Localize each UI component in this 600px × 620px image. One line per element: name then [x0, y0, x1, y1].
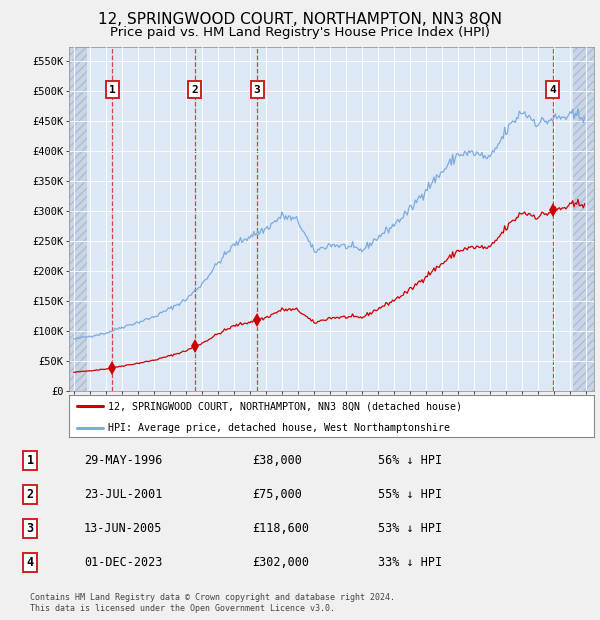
Text: 55% ↓ HPI: 55% ↓ HPI — [378, 488, 442, 501]
Text: HPI: Average price, detached house, West Northamptonshire: HPI: Average price, detached house, West… — [109, 423, 451, 433]
Text: 1: 1 — [109, 84, 116, 94]
Text: 12, SPRINGWOOD COURT, NORTHAMPTON, NN3 8QN: 12, SPRINGWOOD COURT, NORTHAMPTON, NN3 8… — [98, 12, 502, 27]
Text: 4: 4 — [26, 556, 34, 569]
Text: 01-DEC-2023: 01-DEC-2023 — [84, 556, 163, 569]
Text: £38,000: £38,000 — [252, 454, 302, 467]
Text: 1: 1 — [26, 454, 34, 467]
Text: £302,000: £302,000 — [252, 556, 309, 569]
Text: 23-JUL-2001: 23-JUL-2001 — [84, 488, 163, 501]
Text: 13-JUN-2005: 13-JUN-2005 — [84, 522, 163, 535]
Text: 29-MAY-1996: 29-MAY-1996 — [84, 454, 163, 467]
Text: Contains HM Land Registry data © Crown copyright and database right 2024.
This d: Contains HM Land Registry data © Crown c… — [30, 593, 395, 613]
Text: 33% ↓ HPI: 33% ↓ HPI — [378, 556, 442, 569]
Text: 53% ↓ HPI: 53% ↓ HPI — [378, 522, 442, 535]
Text: £75,000: £75,000 — [252, 488, 302, 501]
Text: £118,600: £118,600 — [252, 522, 309, 535]
Text: 3: 3 — [254, 84, 260, 94]
Text: 4: 4 — [550, 84, 556, 94]
Text: 56% ↓ HPI: 56% ↓ HPI — [378, 454, 442, 467]
Text: Price paid vs. HM Land Registry's House Price Index (HPI): Price paid vs. HM Land Registry's House … — [110, 26, 490, 39]
Text: 2: 2 — [191, 84, 198, 94]
Text: 12, SPRINGWOOD COURT, NORTHAMPTON, NN3 8QN (detached house): 12, SPRINGWOOD COURT, NORTHAMPTON, NN3 8… — [109, 401, 463, 411]
Text: 3: 3 — [26, 522, 34, 535]
Text: 2: 2 — [26, 488, 34, 501]
